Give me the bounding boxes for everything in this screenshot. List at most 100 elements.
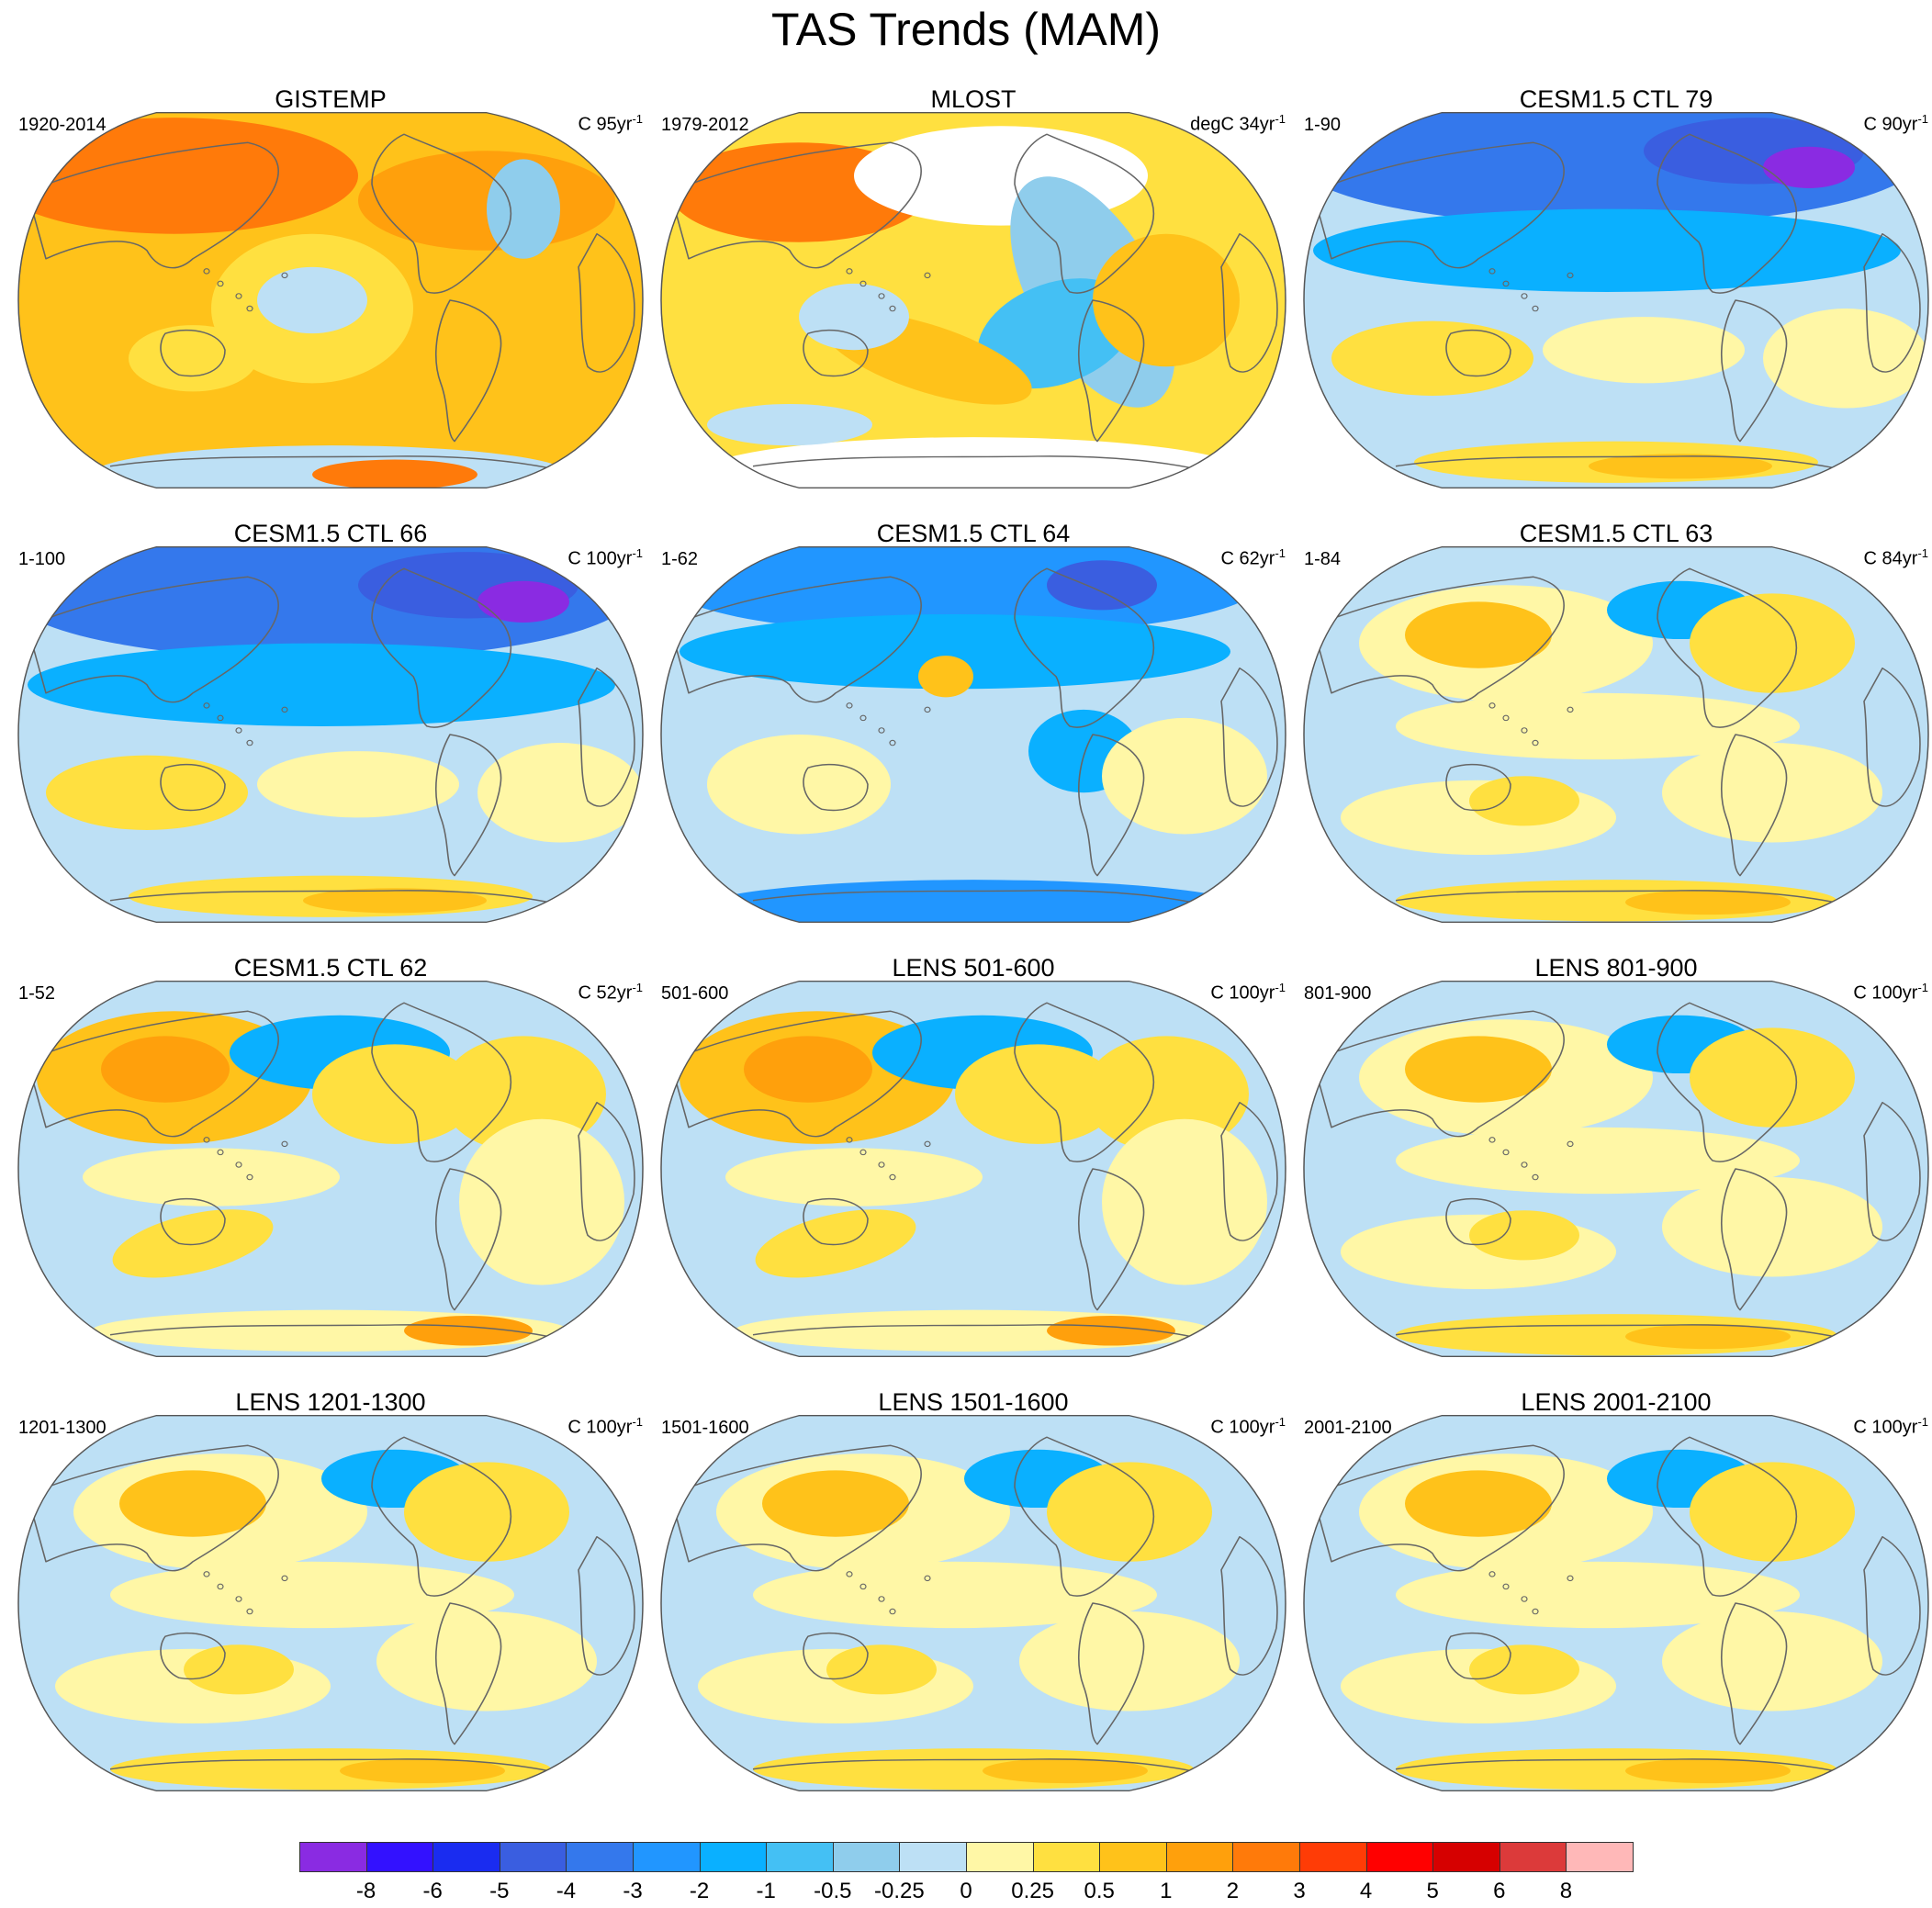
panel-units-exponent: -1	[632, 1415, 643, 1429]
colorbar-label: 0.5	[1084, 1879, 1115, 1903]
colorbar-label: 2	[1226, 1879, 1240, 1903]
panel-units-text: C 100yr	[567, 1417, 633, 1438]
panel-units-text: C 100yr	[1210, 982, 1275, 1004]
map-panel: CESM1.5 CTL 79 1-90 C 90yr-1	[1295, 84, 1932, 516]
panel-title: LENS 801-900	[1534, 954, 1698, 982]
colorbar-swatch	[899, 1842, 967, 1872]
panel-units-exponent: -1	[1275, 546, 1286, 560]
panel-period: 1-52	[18, 983, 56, 1004]
panel-units-exponent: -1	[1275, 112, 1286, 126]
colorbar-label: -1	[756, 1879, 776, 1903]
trend-map	[17, 546, 644, 923]
map-panel: CESM1.5 CTL 66 1-100 C 100yr-1	[9, 519, 652, 950]
map-panel: MLOST 1979-2012 degC 34yr-1	[652, 84, 1295, 516]
panel-title: GISTEMP	[275, 85, 387, 113]
panel-period: 1-84	[1304, 549, 1342, 569]
panel-units-exponent: -1	[1917, 546, 1928, 560]
colorbar-label: 4	[1359, 1879, 1373, 1903]
colorbar-label: 6	[1493, 1879, 1506, 1903]
panel-units-text: C 100yr	[1210, 1417, 1275, 1438]
colorbar-swatch	[766, 1842, 834, 1872]
panel-period: 1-90	[1304, 115, 1342, 135]
panel-period: 1-62	[661, 549, 699, 569]
trend-map	[1303, 546, 1929, 923]
panel-period: 1920-2014	[18, 115, 107, 135]
colorbar-label: 8	[1559, 1879, 1573, 1903]
colorbar-swatch	[365, 1842, 434, 1872]
trend-map	[17, 112, 644, 488]
panel-units: C 90yr-1	[1864, 108, 1928, 136]
colorbar-label: -0.25	[874, 1879, 925, 1903]
panel-units-exponent: -1	[1275, 981, 1286, 994]
panel-period: 501-600	[661, 983, 729, 1004]
panel-units: C 100yr-1	[1853, 977, 1928, 1005]
map-panel: LENS 1501-1600 1501-1600 C 100yr-1	[652, 1387, 1295, 1819]
colorbar-swatch	[299, 1842, 367, 1872]
panel-units-text: C 100yr	[1853, 982, 1918, 1004]
panel-period: 1201-1300	[18, 1418, 107, 1438]
colorbar-label: -5	[489, 1879, 510, 1903]
colorbar-label: 5	[1426, 1879, 1439, 1903]
colorbar-label: 0	[960, 1879, 972, 1903]
map-panel: CESM1.5 CTL 64 1-62 C 62yr-1	[652, 519, 1295, 950]
map-panel: CESM1.5 CTL 62 1-52 C 52yr-1	[9, 953, 652, 1385]
panel-units-text: degC 34yr	[1190, 114, 1275, 135]
trend-map	[660, 112, 1286, 488]
map-panel: GISTEMP 1920-2014 C 95yr-1	[9, 84, 652, 516]
panel-title: CESM1.5 CTL 62	[233, 954, 428, 982]
map-panel: LENS 801-900 801-900 C 100yr-1	[1295, 953, 1932, 1385]
trend-map	[1303, 112, 1929, 488]
colorbar-label: -6	[422, 1879, 443, 1903]
panel-units-exponent: -1	[632, 546, 643, 560]
panel-units-exponent: -1	[1917, 112, 1928, 126]
colorbar-swatch	[699, 1842, 768, 1872]
panel-title: LENS 1201-1300	[235, 1388, 426, 1416]
panel-units: C 100yr-1	[567, 543, 643, 570]
trend-map	[17, 1415, 644, 1791]
panel-units: degC 34yr-1	[1190, 108, 1286, 136]
panel-title: CESM1.5 CTL 79	[1519, 85, 1713, 113]
panel-units-text: C 100yr	[567, 548, 633, 569]
colorbar-label: -8	[355, 1879, 376, 1903]
colorbar-label: -2	[689, 1879, 710, 1903]
colorbar-swatch	[1032, 1842, 1101, 1872]
panel-period: 1501-1600	[661, 1418, 749, 1438]
panel-units-exponent: -1	[1917, 981, 1928, 994]
panel-title: LENS 501-600	[892, 954, 1055, 982]
colorbar-swatch	[566, 1842, 634, 1872]
panel-units: C 100yr-1	[1210, 977, 1286, 1005]
colorbar-label: 3	[1293, 1879, 1306, 1903]
panel-units-exponent: -1	[632, 981, 643, 994]
panel-units-text: C 90yr	[1863, 114, 1918, 135]
panel-period: 2001-2100	[1304, 1418, 1392, 1438]
panel-units-exponent: -1	[1275, 1415, 1286, 1429]
colorbar-label: -0.5	[814, 1879, 852, 1903]
figure-title: TAS Trends (MAM)	[770, 4, 1162, 55]
trend-map	[17, 981, 644, 1357]
colorbar-swatch	[1566, 1842, 1634, 1872]
panel-title: CESM1.5 CTL 64	[876, 520, 1071, 547]
trend-map	[660, 546, 1286, 923]
panel-units: C 84yr-1	[1864, 543, 1928, 570]
panel-units-exponent: -1	[632, 112, 643, 126]
panel-units-text: C 84yr	[1863, 548, 1918, 569]
colorbar-swatch	[1432, 1842, 1500, 1872]
colorbar-swatch	[1499, 1842, 1567, 1872]
panel-units: C 52yr-1	[578, 977, 643, 1005]
map-panel: LENS 2001-2100 2001-2100 C 100yr-1	[1295, 1387, 1932, 1819]
panel-period: 1-100	[18, 549, 66, 569]
panel-units-exponent: -1	[1917, 1415, 1928, 1429]
colorbar-label: 1	[1160, 1879, 1173, 1903]
colorbar-swatch	[966, 1842, 1034, 1872]
map-panel: LENS 1201-1300 1201-1300 C 100yr-1	[9, 1387, 652, 1819]
colorbar-swatch	[1299, 1842, 1367, 1872]
colorbar-swatch	[499, 1842, 567, 1872]
trend-map	[1303, 981, 1929, 1357]
colorbar-swatch	[832, 1842, 901, 1872]
colorbar-label: 0.25	[1011, 1879, 1054, 1903]
panel-units: C 62yr-1	[1221, 543, 1286, 570]
panel-title: MLOST	[930, 85, 1017, 113]
panel-title: LENS 2001-2100	[1521, 1388, 1712, 1416]
map-panel: CESM1.5 CTL 63 1-84 C 84yr-1	[1295, 519, 1932, 950]
panel-title: CESM1.5 CTL 66	[233, 520, 428, 547]
